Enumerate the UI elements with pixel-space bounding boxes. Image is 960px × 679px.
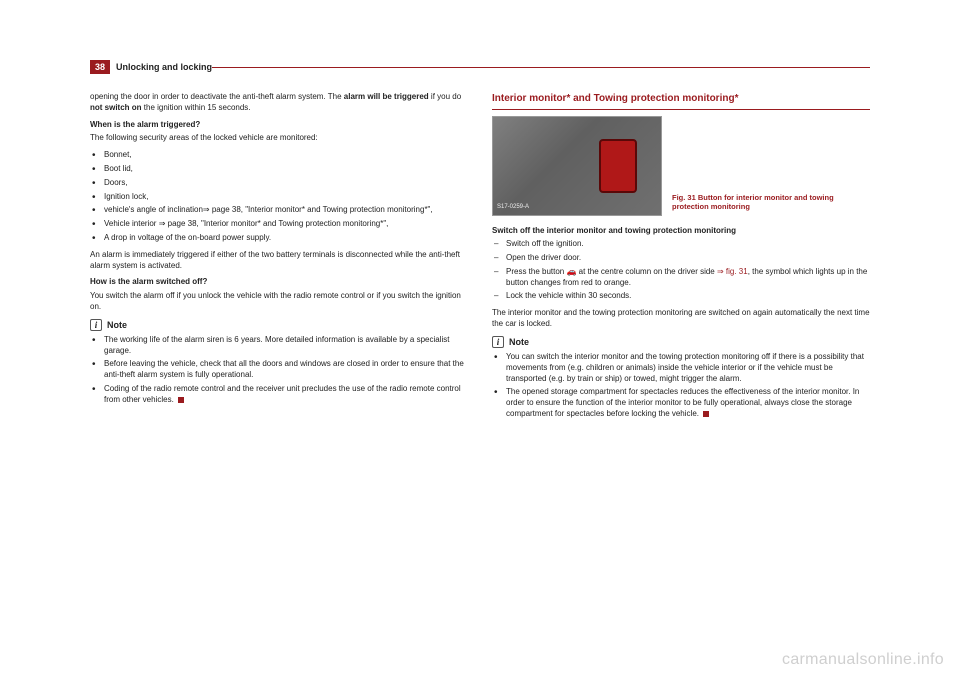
section-title: Interior monitor* and Towing protection … xyxy=(492,92,870,110)
figure-image: OFF S17-0259-A xyxy=(492,116,662,216)
note-block: i Note The working life of the alarm sir… xyxy=(90,319,468,406)
note-list: The working life of the alarm siren is 6… xyxy=(90,335,468,406)
watermark: carmanualsonline.info xyxy=(782,651,944,669)
text: The opened storage compartment for spect… xyxy=(506,387,859,418)
subheading-when-triggered: When is the alarm triggered? xyxy=(90,120,468,131)
info-icon: i xyxy=(492,336,504,348)
list-item: You can switch the interior monitor and … xyxy=(492,352,870,384)
monitored-intro: The following security areas of the lock… xyxy=(90,133,468,144)
note-list: You can switch the interior monitor and … xyxy=(492,352,870,420)
figure-code: S17-0259-A xyxy=(497,203,529,211)
note-block: i Note You can switch the interior monit… xyxy=(492,336,870,420)
figure-block: OFF S17-0259-A Fig. 31 Button for interi… xyxy=(492,116,870,216)
subheading-switch-off: How is the alarm switched off? xyxy=(90,277,468,288)
page-header: 38 Unlocking and locking xyxy=(90,60,870,74)
list-item: The opened storage compartment for spect… xyxy=(492,387,870,419)
text: Coding of the radio remote control and t… xyxy=(104,384,461,404)
list-item: A drop in voltage of the on-board power … xyxy=(90,233,468,244)
intro-paragraph: opening the door in order to deactivate … xyxy=(90,92,468,114)
button-off-label: OFF xyxy=(608,167,632,176)
right-column: Interior monitor* and Towing protection … xyxy=(492,92,870,426)
info-icon: i xyxy=(90,319,102,331)
figure-reference: ⇒ fig. 31 xyxy=(717,267,748,276)
list-item: Vehicle interior ⇒ page 38, "Interior mo… xyxy=(90,219,468,230)
note-heading: i Note xyxy=(90,319,468,331)
text: the ignition within 15 seconds. xyxy=(142,103,251,112)
after-list-paragraph: An alarm is immediately triggered if eit… xyxy=(90,250,468,272)
list-item: Ignition lock, xyxy=(90,192,468,203)
list-item: Bonnet, xyxy=(90,150,468,161)
text: at the centre column on the driver side xyxy=(576,267,717,276)
left-column: opening the door in order to deactivate … xyxy=(90,92,468,426)
list-item: Coding of the radio remote control and t… xyxy=(90,384,468,406)
header-rule xyxy=(212,67,870,68)
text: Press the button xyxy=(506,267,566,276)
subheading-switch-off-monitor: Switch off the interior monitor and towi… xyxy=(492,226,870,237)
end-mark-icon xyxy=(703,411,709,417)
figure-caption: Fig. 31 Button for interior monitor and … xyxy=(672,193,870,216)
list-item: Before leaving the vehicle, check that a… xyxy=(90,359,468,381)
steps-list: Switch off the ignition. Open the driver… xyxy=(492,239,870,302)
list-item: vehicle's angle of inclination⇒ page 38,… xyxy=(90,205,468,216)
chapter-title: Unlocking and locking xyxy=(116,60,212,72)
text: opening the door in order to deactivate … xyxy=(90,92,344,101)
end-mark-icon xyxy=(178,397,184,403)
note-label: Note xyxy=(107,319,127,331)
content-columns: opening the door in order to deactivate … xyxy=(90,92,870,426)
text-bold: alarm will be triggered xyxy=(344,92,429,101)
list-item: The working life of the alarm siren is 6… xyxy=(90,335,468,357)
manual-page: 38 Unlocking and locking opening the doo… xyxy=(90,60,870,426)
switch-off-body: You switch the alarm off if you unlock t… xyxy=(90,291,468,313)
list-item: Open the driver door. xyxy=(492,253,870,264)
note-label: Note xyxy=(509,336,529,348)
text-bold: not switch on xyxy=(90,103,142,112)
page-number: 38 xyxy=(90,60,110,74)
body-paragraph: The interior monitor and the towing prot… xyxy=(492,308,870,330)
list-item: Press the button 🚗 at the centre column … xyxy=(492,267,870,289)
car-lock-icon: 🚗 xyxy=(566,267,576,276)
list-item: Switch off the ignition. xyxy=(492,239,870,250)
note-heading: i Note xyxy=(492,336,870,348)
text: if you do xyxy=(429,92,461,101)
list-item: Lock the vehicle within 30 seconds. xyxy=(492,291,870,302)
list-item: Doors, xyxy=(90,178,468,189)
list-item: Boot lid, xyxy=(90,164,468,175)
monitored-list: Bonnet, Boot lid, Doors, Ignition lock, … xyxy=(90,150,468,244)
